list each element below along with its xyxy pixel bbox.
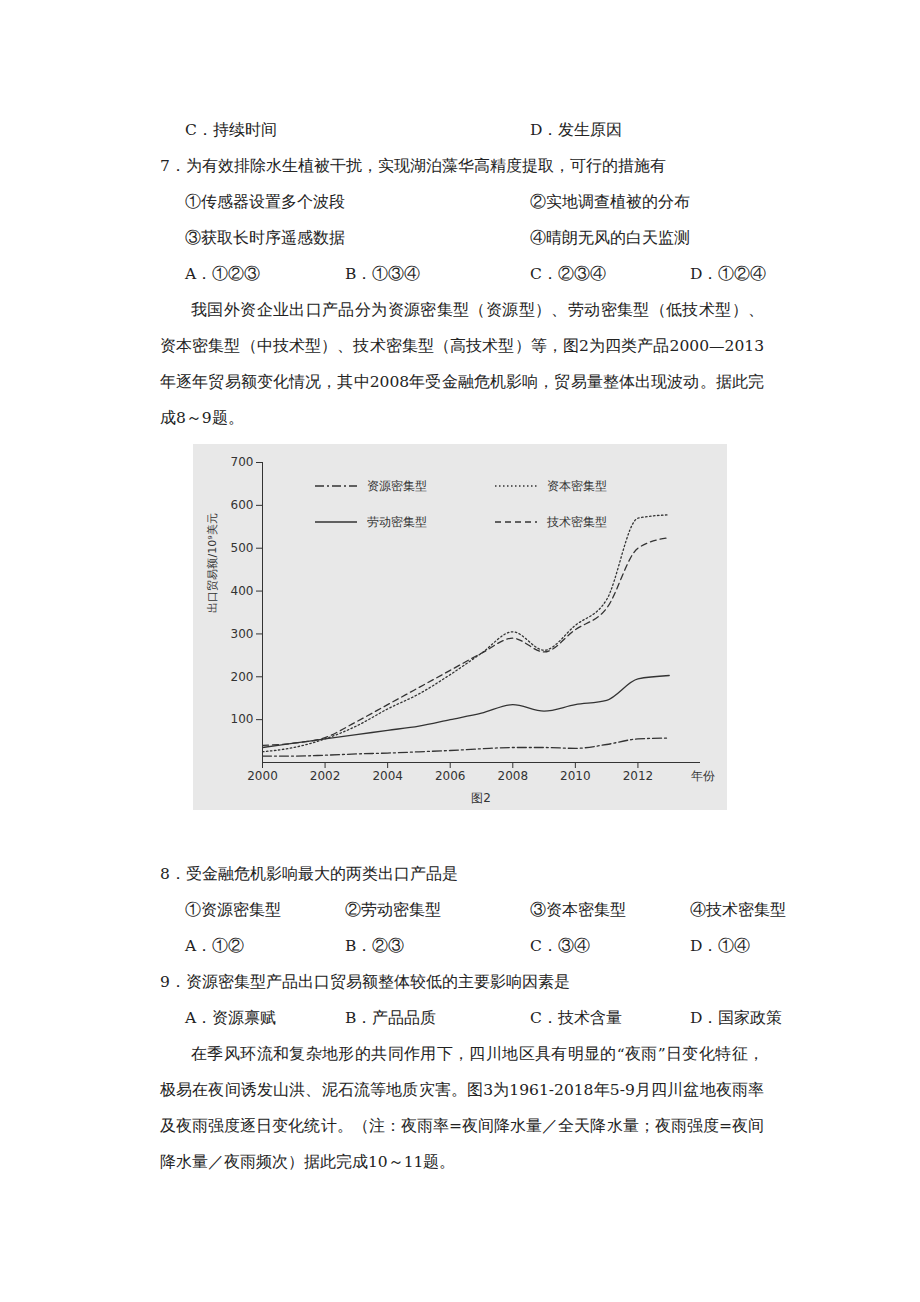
svg-text:500: 500: [231, 541, 254, 555]
html-text:C．技术含量: C．技术含量: [530, 1009, 622, 1027]
html-text:图2: 图2: [471, 791, 491, 805]
svg-text:2002: 2002: [310, 769, 341, 783]
html-text:C．②③④: C．②③④: [530, 265, 606, 283]
html-text:我国外资企业出口产品分为资源密集型（资源型）、劳动密集型（低: 我国外资企业出口产品分为资源密集型（资源型）、劳动密集型（低技术型）、资本密集型…: [160, 301, 764, 427]
svg-text:劳动密集型: 劳动密集型: [367, 515, 427, 529]
html-text:B．产品品质: B．产品品质: [345, 1009, 437, 1027]
html-text:9．资源密集型产品出口贸易额整体较低的主要影响因素是: 9．资源密集型产品出口贸易额整体较低的主要影响因素是: [160, 973, 570, 991]
svg-text:2010: 2010: [560, 769, 591, 783]
html-text:C．持续时间: C．持续时间: [185, 121, 277, 139]
html-text:A．资源禀赋: A．资源禀赋: [185, 1009, 277, 1027]
svg-text:2012: 2012: [623, 769, 654, 783]
svg-text:2006: 2006: [435, 769, 466, 783]
html-text:D．①④: D．①④: [690, 937, 751, 955]
html-text:①传感器设置多个波段: ①传感器设置多个波段: [185, 193, 345, 211]
svg-text:资源密集型: 资源密集型: [367, 479, 427, 493]
svg-text:300: 300: [231, 627, 254, 641]
svg-text:资本密集型: 资本密集型: [547, 479, 607, 493]
html-text:D．①②④: D．①②④: [690, 265, 767, 283]
svg-text:出口贸易额/10⁹美元: 出口贸易额/10⁹美元: [206, 513, 219, 612]
svg-text:年份: 年份: [691, 769, 715, 783]
svg-text:2000: 2000: [247, 769, 278, 783]
html-text:D．发生原因: D．发生原因: [530, 121, 623, 139]
svg-text:400: 400: [231, 584, 254, 598]
svg-text:2008: 2008: [498, 769, 529, 783]
html-text:④晴朗无风的白天监测: ④晴朗无风的白天监测: [530, 229, 690, 247]
svg-text:技术密集型: 技术密集型: [546, 515, 607, 529]
html-text:④技术密集型: ④技术密集型: [690, 901, 786, 919]
html-text:C．③④: C．③④: [530, 937, 590, 955]
html-text:在季风环流和复杂地形的共同作用下，四川地区具有明显的“夜雨”: 在季风环流和复杂地形的共同作用下，四川地区具有明显的“夜雨”日变化特征，极易在夜…: [160, 1045, 764, 1171]
html-text:B．①③④: B．①③④: [345, 265, 421, 283]
html-text:B．②③: B．②③: [345, 937, 405, 955]
html-text:A．①②③: A．①②③: [185, 265, 261, 283]
svg-text:700: 700: [231, 455, 254, 469]
html-text:①资源密集型: ①资源密集型: [185, 901, 281, 919]
html-text:7．为有效排除水生植被干扰，实现湖泊藻华高精度提取，可行的措: 7．为有效排除水生植被干扰，实现湖泊藻华高精度提取，可行的措施有: [160, 157, 666, 175]
html-text:③获取长时序遥感数据: ③获取长时序遥感数据: [185, 229, 345, 247]
html-text:8．受金融危机影响最大的两类出口产品是: 8．受金融危机影响最大的两类出口产品是: [160, 865, 458, 883]
html-text:②实地调查植被的分布: ②实地调查植被的分布: [530, 193, 690, 211]
html-text:D．国家政策: D．国家政策: [690, 1009, 783, 1027]
svg-text:600: 600: [231, 498, 254, 512]
html-text:A．①②: A．①②: [185, 937, 245, 955]
html-text:③资本密集型: ③资本密集型: [530, 901, 626, 919]
html-text:②劳动密集型: ②劳动密集型: [345, 901, 441, 919]
svg-text:200: 200: [231, 670, 254, 684]
svg-text:2004: 2004: [372, 769, 403, 783]
svg-text:100: 100: [231, 712, 254, 726]
